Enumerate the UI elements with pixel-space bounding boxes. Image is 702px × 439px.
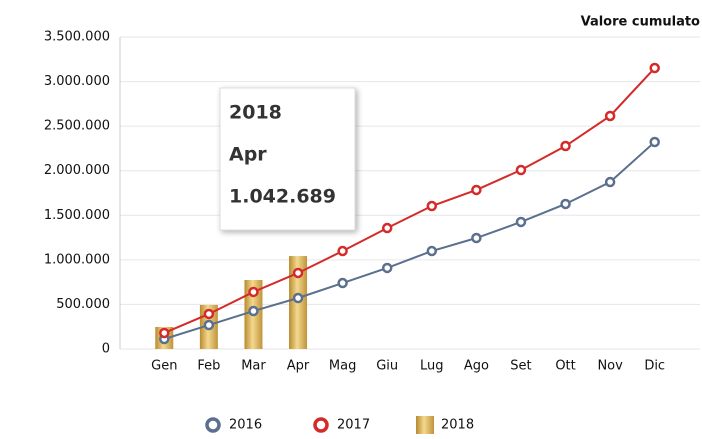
tooltip-box xyxy=(219,87,356,231)
point xyxy=(426,245,438,257)
point xyxy=(515,216,527,228)
point xyxy=(471,184,482,196)
x-tick-label: Giu xyxy=(376,359,398,374)
point xyxy=(560,140,571,152)
y-tick-label: 3.500.000 xyxy=(44,30,110,45)
x-tick-label: Feb xyxy=(197,359,220,374)
point xyxy=(649,62,660,74)
point xyxy=(337,277,348,289)
point xyxy=(381,222,393,234)
point xyxy=(292,267,304,279)
point xyxy=(203,308,215,320)
y-tick-label: 1.500.000 xyxy=(44,208,110,223)
point xyxy=(381,262,393,274)
legend-label: 2018 xyxy=(441,418,474,433)
y-tick-label: 500.000 xyxy=(56,297,110,312)
x-tick-label: Ott xyxy=(555,359,575,374)
y-tick-label: 1.000.000 xyxy=(44,252,110,267)
point xyxy=(604,110,616,122)
point xyxy=(560,198,571,210)
point xyxy=(649,136,660,148)
x-tick-label: Mag xyxy=(329,359,356,374)
tooltip-value: 1.042.689 xyxy=(229,186,336,208)
line xyxy=(163,141,656,340)
x-tick-label: Nov xyxy=(597,359,623,374)
point xyxy=(292,292,304,304)
x-tick-label: Lug xyxy=(420,359,444,374)
legend-swatch xyxy=(313,417,329,433)
point xyxy=(471,232,482,244)
line xyxy=(163,67,656,334)
tooltip-series: 2018 xyxy=(229,102,282,124)
x-tick-label: Set xyxy=(510,359,531,374)
legend-label: 2017 xyxy=(337,418,370,433)
x-tick-label: Dic xyxy=(644,359,665,374)
point xyxy=(203,319,215,331)
point xyxy=(248,286,259,298)
legend-swatch xyxy=(416,416,434,434)
chart-title: Valore cumulato xyxy=(581,15,700,30)
x-tick-label: Mar xyxy=(241,359,266,374)
tooltip-category: Apr xyxy=(229,144,267,166)
point xyxy=(604,176,616,188)
y-tick-label: 3.000.000 xyxy=(44,74,110,89)
y-tick-label: 0 xyxy=(102,342,110,357)
tooltip: 2018 Apr 1.042.689 xyxy=(219,87,356,231)
legend-swatch xyxy=(205,417,221,433)
y-tick-label: 2.500.000 xyxy=(44,119,110,134)
plot-area xyxy=(120,37,700,349)
point xyxy=(159,327,170,339)
y-tick-label: 2.000.000 xyxy=(44,163,110,178)
legend-label: 2016 xyxy=(229,418,262,433)
point xyxy=(426,200,438,212)
x-tick-label: Ago xyxy=(464,359,489,374)
point xyxy=(515,164,527,176)
point xyxy=(248,305,259,317)
x-tick-label: Gen xyxy=(151,359,177,374)
point xyxy=(337,245,348,257)
x-tick-label: Apr xyxy=(287,359,310,374)
